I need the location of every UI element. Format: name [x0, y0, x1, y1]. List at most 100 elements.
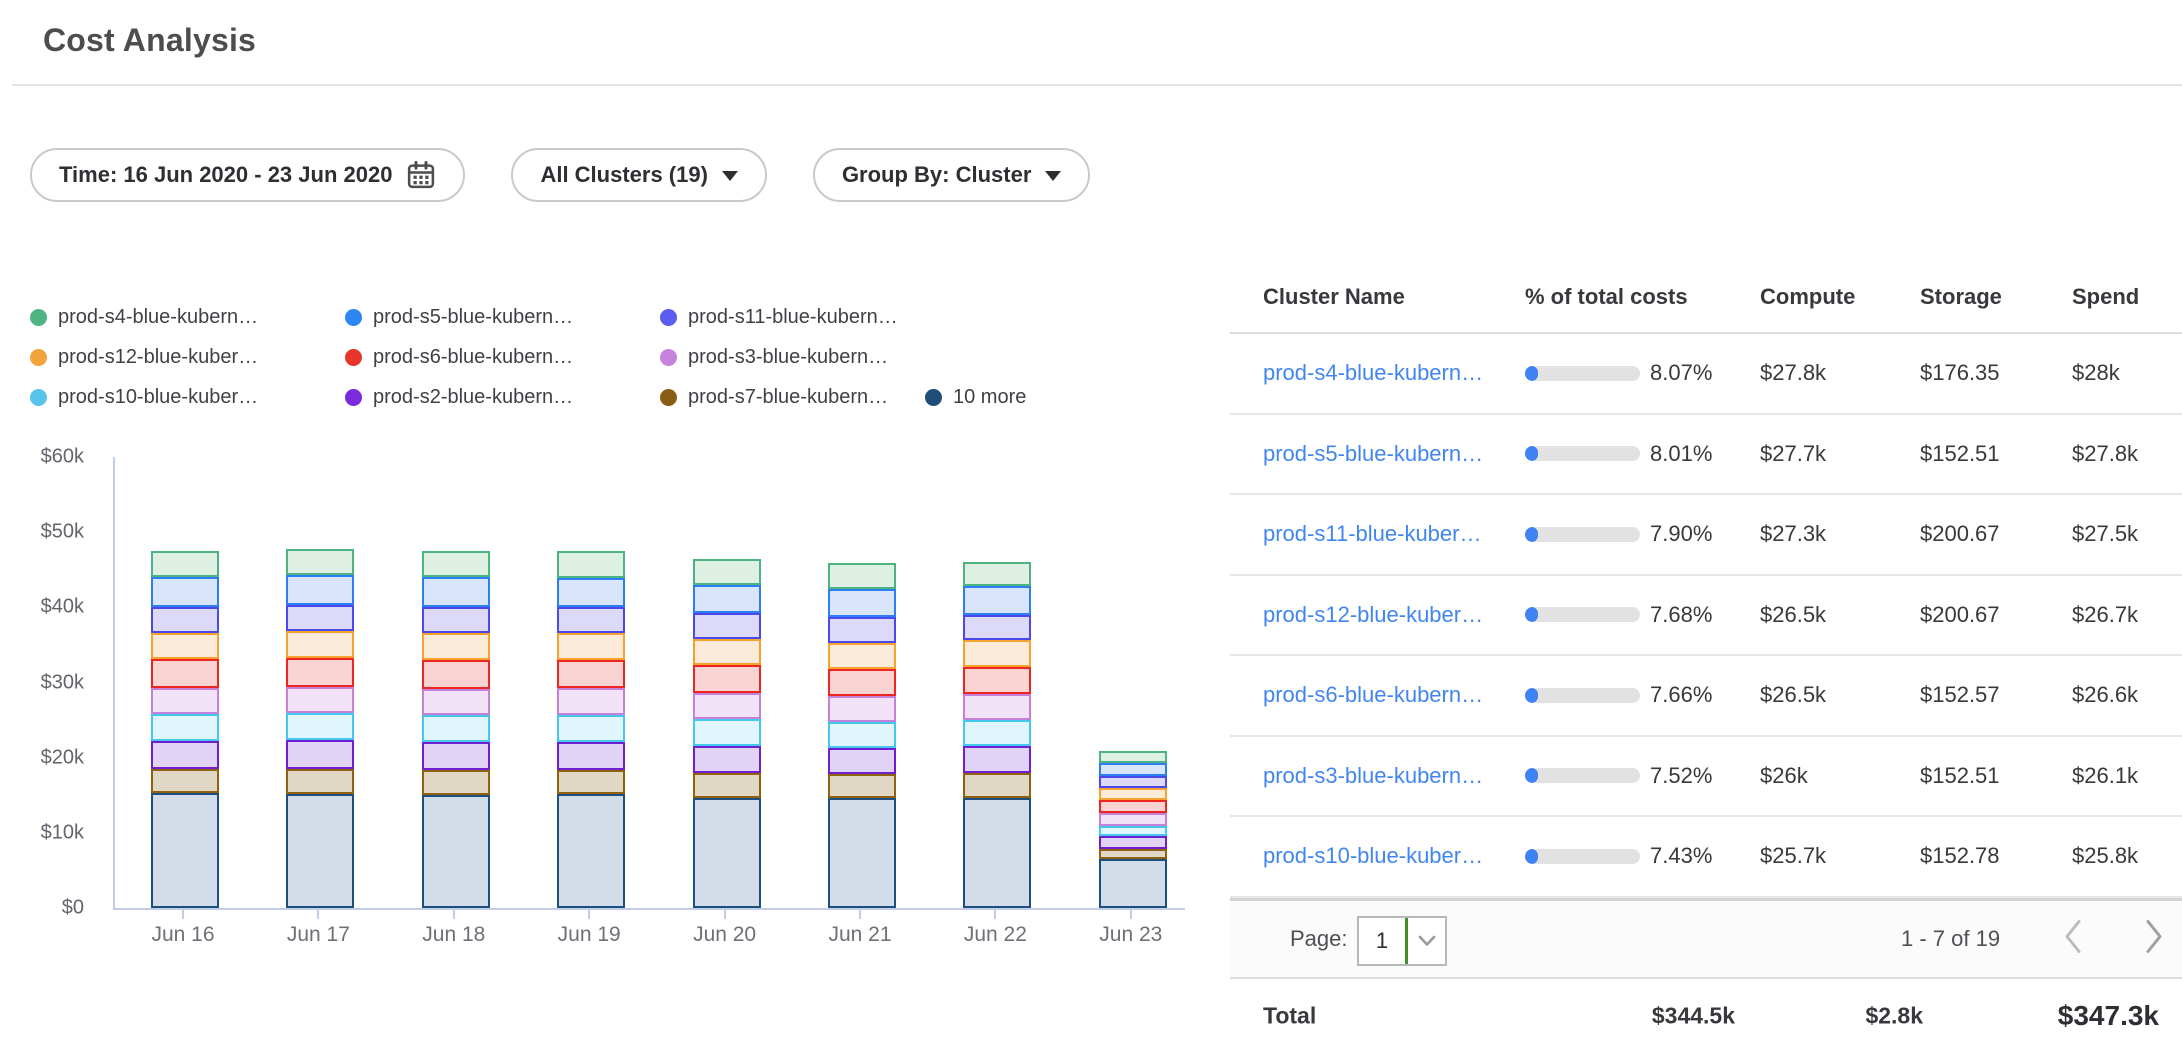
bar-segment[interactable] — [1099, 826, 1167, 836]
bar-segment[interactable] — [1099, 788, 1167, 800]
bar-segment[interactable] — [963, 773, 1031, 798]
bar-segment[interactable] — [963, 586, 1031, 615]
cluster-name-link[interactable]: prod-s5-blue-kubern… — [1263, 441, 1525, 467]
stacked-bar-jun-18[interactable] — [422, 457, 490, 908]
bar-segment[interactable] — [151, 793, 219, 908]
bar-segment[interactable] — [422, 660, 490, 689]
next-page-button[interactable] — [2143, 919, 2165, 960]
bar-segment[interactable] — [828, 748, 896, 774]
bar-segment[interactable] — [422, 551, 490, 577]
bar-segment[interactable] — [828, 563, 896, 589]
bar-segment[interactable] — [151, 741, 219, 769]
stacked-bar-jun-20[interactable] — [693, 457, 761, 908]
bar-segment[interactable] — [693, 719, 761, 745]
legend-item[interactable]: prod-s11-blue-kubern… — [660, 306, 925, 329]
bar-segment[interactable] — [151, 633, 219, 659]
bar-segment[interactable] — [557, 551, 625, 578]
bar-segment[interactable] — [422, 715, 490, 742]
bar-segment[interactable] — [693, 639, 761, 665]
bar-segment[interactable] — [286, 740, 354, 769]
bar-segment[interactable] — [151, 714, 219, 741]
bar-segment[interactable] — [422, 795, 490, 909]
bar-segment[interactable] — [286, 713, 354, 740]
bar-segment[interactable] — [151, 688, 219, 714]
bar-segment[interactable] — [557, 794, 625, 908]
bar-segment[interactable] — [963, 667, 1031, 694]
legend-item[interactable]: prod-s10-blue-kuber… — [30, 386, 345, 409]
bar-segment[interactable] — [828, 774, 896, 798]
bar-segment[interactable] — [963, 694, 1031, 720]
bar-segment[interactable] — [286, 631, 354, 658]
bar-segment[interactable] — [557, 660, 625, 688]
bar-segment[interactable] — [422, 742, 490, 771]
bar-segment[interactable] — [828, 589, 896, 618]
bar-segment[interactable] — [151, 659, 219, 688]
bar-segment[interactable] — [1099, 776, 1167, 788]
previous-page-button[interactable] — [2062, 919, 2084, 960]
bar-segment[interactable] — [963, 798, 1031, 908]
bar-segment[interactable] — [693, 665, 761, 693]
cluster-name-link[interactable]: prod-s4-blue-kubern… — [1263, 360, 1525, 386]
bar-segment[interactable] — [828, 669, 896, 696]
bar-segment[interactable] — [1099, 763, 1167, 776]
legend-item[interactable]: prod-s5-blue-kubern… — [345, 306, 660, 329]
legend-item[interactable]: prod-s6-blue-kubern… — [345, 346, 660, 369]
bar-segment[interactable] — [828, 696, 896, 722]
bar-segment[interactable] — [963, 615, 1031, 641]
bar-segment[interactable] — [693, 585, 761, 614]
cluster-name-link[interactable]: prod-s11-blue-kuber… — [1263, 521, 1525, 547]
cluster-name-link[interactable]: prod-s3-blue-kubern… — [1263, 763, 1525, 789]
bar-segment[interactable] — [557, 688, 625, 715]
stacked-bar-jun-19[interactable] — [557, 457, 625, 908]
bar-segment[interactable] — [557, 607, 625, 633]
bar-segment[interactable] — [1099, 813, 1167, 826]
bar-segment[interactable] — [286, 575, 354, 605]
bar-segment[interactable] — [286, 549, 354, 575]
bar-segment[interactable] — [963, 746, 1031, 773]
legend-item[interactable]: prod-s12-blue-kuber… — [30, 346, 345, 369]
bar-segment[interactable] — [963, 720, 1031, 746]
bar-segment[interactable] — [693, 613, 761, 639]
bar-segment[interactable] — [963, 562, 1031, 587]
bar-segment[interactable] — [828, 643, 896, 669]
bar-segment[interactable] — [422, 689, 490, 715]
page-select[interactable]: 1 — [1357, 916, 1447, 966]
bar-segment[interactable] — [693, 746, 761, 773]
bar-segment[interactable] — [693, 559, 761, 585]
bar-segment[interactable] — [151, 769, 219, 793]
stacked-bar-jun-21[interactable] — [828, 457, 896, 908]
bar-segment[interactable] — [557, 633, 625, 660]
bar-segment[interactable] — [1099, 836, 1167, 850]
bar-segment[interactable] — [422, 770, 490, 794]
bar-segment[interactable] — [151, 577, 219, 607]
bar-segment[interactable] — [557, 715, 625, 742]
bar-segment[interactable] — [286, 658, 354, 687]
stacked-bar-jun-16[interactable] — [151, 457, 219, 908]
bar-segment[interactable] — [422, 607, 490, 633]
bar-segment[interactable] — [286, 687, 354, 713]
bar-segment[interactable] — [557, 770, 625, 794]
bar-segment[interactable] — [1099, 751, 1167, 763]
bar-segment[interactable] — [1099, 849, 1167, 859]
bar-segment[interactable] — [693, 693, 761, 719]
bar-segment[interactable] — [1099, 859, 1167, 908]
cluster-name-link[interactable]: prod-s6-blue-kubern… — [1263, 682, 1525, 708]
bar-segment[interactable] — [286, 794, 354, 908]
stacked-bar-jun-23[interactable] — [1099, 457, 1167, 908]
cluster-name-link[interactable]: prod-s10-blue-kuber… — [1263, 843, 1525, 869]
bar-segment[interactable] — [693, 773, 761, 798]
bar-segment[interactable] — [963, 640, 1031, 666]
bar-segment[interactable] — [1099, 800, 1167, 814]
bar-segment[interactable] — [693, 798, 761, 908]
bar-segment[interactable] — [151, 551, 219, 577]
bar-segment[interactable] — [151, 607, 219, 633]
bar-segment[interactable] — [557, 742, 625, 770]
bar-segment[interactable] — [828, 798, 896, 908]
bar-segment[interactable] — [828, 617, 896, 643]
bar-segment[interactable] — [286, 605, 354, 631]
bar-segment[interactable] — [422, 577, 490, 607]
legend-item[interactable]: prod-s4-blue-kubern… — [30, 306, 345, 329]
legend-item[interactable]: 10 more — [925, 386, 1026, 409]
cluster-name-link[interactable]: prod-s12-blue-kuber… — [1263, 602, 1525, 628]
legend-item[interactable]: prod-s7-blue-kubern… — [660, 386, 925, 409]
